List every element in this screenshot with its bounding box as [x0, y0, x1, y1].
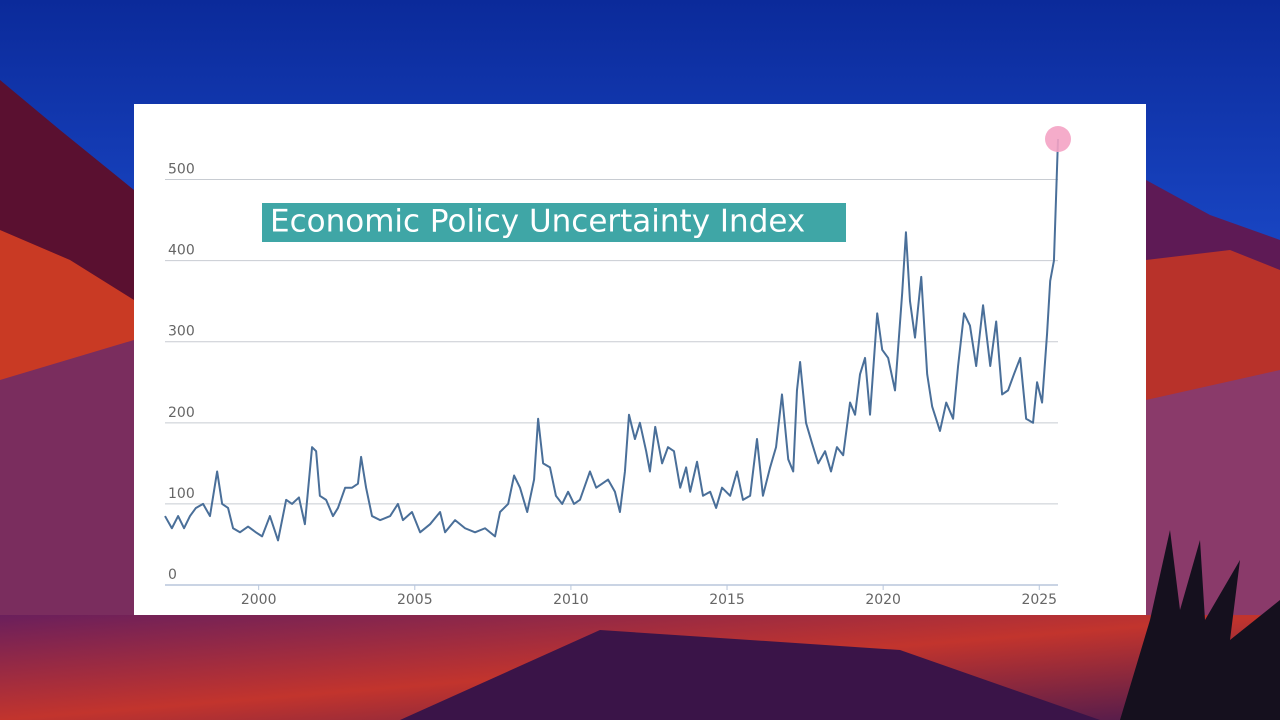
chart-title: Economic Policy Uncertainty Index	[270, 204, 805, 240]
x-tick-label: 2005	[397, 592, 433, 608]
y-tick-label: 400	[168, 243, 195, 259]
x-tick-label: 2020	[865, 592, 901, 608]
y-tick-label: 100	[168, 486, 195, 502]
ground-shadow	[400, 630, 1100, 720]
title-box	[262, 203, 846, 242]
plot-area: 0 100 200 300 400 500 2000 2005 2010 2015 2020 2025	[164, 126, 1071, 608]
plant	[1120, 530, 1280, 720]
y-tick-label: 500	[168, 162, 195, 178]
y-tick-label: 200	[168, 405, 195, 421]
x-tick-label: 2000	[241, 592, 277, 608]
data-line	[164, 138, 1059, 542]
chart-card	[134, 104, 1146, 615]
peak-marker	[1045, 126, 1071, 152]
x-tick-label: 2025	[1021, 592, 1057, 608]
y-tick-label: 300	[168, 324, 195, 340]
x-tick-label: 2015	[709, 592, 745, 608]
y-tick-label: 0	[168, 567, 177, 583]
x-tick-label: 2010	[553, 592, 589, 608]
